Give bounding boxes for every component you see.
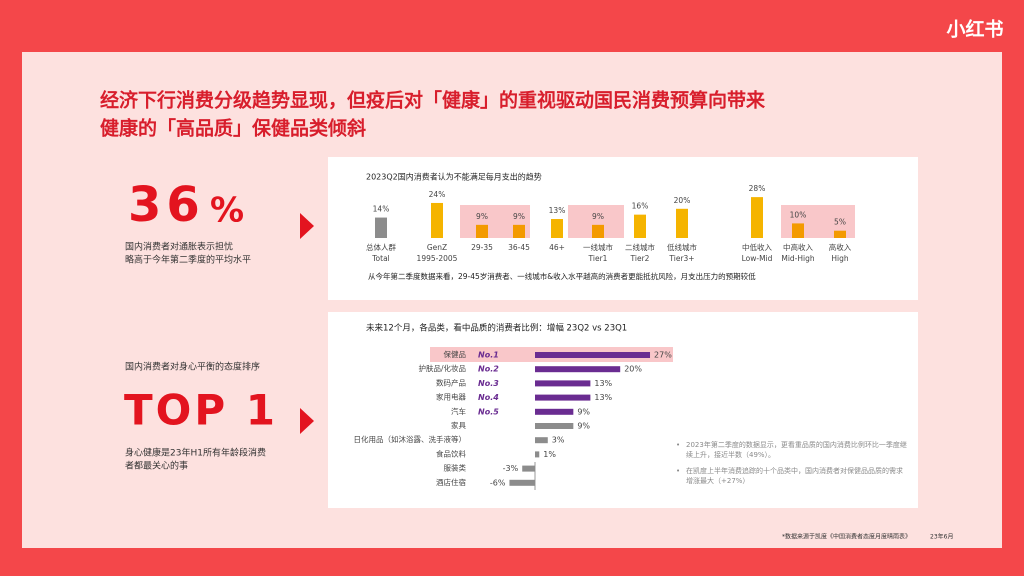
value-label: -6% (490, 478, 506, 487)
category-label: 中高收入 (783, 242, 813, 252)
category-sublabel: Tier1 (588, 254, 608, 263)
category-label: 服装类 (444, 463, 467, 473)
value-label: 13% (549, 206, 566, 215)
bar (535, 408, 574, 415)
top-caption: 身心健康是23年H1所有年龄段消费 (125, 447, 266, 459)
value-label: 5% (834, 218, 846, 227)
rank-label: No.5 (478, 407, 499, 416)
category-label: 46+ (549, 243, 565, 252)
category-label: 中低收入 (742, 242, 772, 252)
title: 健康的「高品质」保健品类倾斜 (100, 117, 366, 140)
bar (834, 230, 846, 238)
value-label: 9% (592, 212, 604, 221)
bar (551, 219, 563, 238)
stat-caption: 国内消费者对通胀表示担忧 (125, 241, 233, 253)
top-caption: 者都最关心的事 (125, 460, 188, 472)
category-sublabel: Mid-High (781, 254, 815, 263)
category-label: 食品饮料 (436, 448, 466, 458)
rank-label: No.3 (478, 379, 499, 388)
value-label: 13% (594, 393, 612, 402)
category-label: 一线城市 (583, 242, 613, 252)
category-label: 高收入 (829, 242, 852, 252)
bar (535, 366, 621, 373)
category-sublabel: Tier2 (630, 254, 650, 263)
category-label: 护肤品/化妆品 (418, 363, 466, 373)
bar (535, 423, 574, 429)
category-sublabel: Tier3+ (668, 254, 694, 263)
arrow (300, 213, 314, 239)
chart-note: 从今年第二季度数据来看，29-45岁消费者、一线城市&收入水平越高的消费者更能抵… (368, 271, 756, 281)
value-label: 3% (552, 436, 565, 445)
category-sublabel: Total (371, 254, 390, 263)
value-label: 1% (543, 450, 556, 459)
category-label: 总体人群 (366, 242, 396, 252)
title: 经济下行消费分级趋势显现，但疫后对「健康」的重视驱动国民消费预算向带来 (100, 89, 765, 112)
bar (751, 197, 763, 238)
category-label: 酒店住宿 (436, 477, 466, 487)
bar (513, 224, 525, 238)
chart-title: 未来12个月，各品类，看中品质的消费者比例：增幅 23Q2 vs 23Q1 (366, 323, 627, 334)
arrow (300, 408, 314, 434)
bar (509, 479, 535, 486)
category-label: 家具 (451, 420, 466, 430)
value-label: 20% (624, 365, 642, 374)
category-label: 汽车 (451, 406, 466, 416)
category-label: 29-35 (471, 243, 493, 252)
category-sublabel: 1995-2005 (417, 254, 458, 263)
value-label: 27% (654, 351, 672, 360)
category-sublabel: Low-Mid (742, 254, 773, 263)
category-label: 低线城市 (667, 242, 697, 252)
bar (634, 214, 646, 238)
logo: 小红书 (946, 18, 1003, 41)
top-label: TOP 1 (124, 386, 278, 435)
bar (535, 394, 591, 401)
bar (792, 223, 804, 238)
footnote-date: 23年6月 (930, 533, 953, 541)
chart-title: 2023Q2国内消费者认为不能满足每月支出的趋势 (366, 172, 542, 182)
category-sublabel: High (831, 254, 848, 263)
bar (535, 451, 540, 458)
category-label: 家用电器 (436, 392, 466, 402)
category-label: GenZ (427, 243, 447, 252)
bar (476, 224, 488, 238)
rank-label: No.2 (478, 365, 499, 374)
bar (592, 224, 604, 238)
bar (375, 217, 387, 238)
bar (431, 202, 443, 238)
rank-label: No.4 (478, 393, 499, 402)
value-label: 14% (373, 205, 390, 214)
value-label: 9% (577, 422, 590, 431)
note: 2023年第二季度的数据显示，更看重品质的国内消费比例环比一季度继续上升，接近半… (676, 440, 908, 460)
bar (522, 465, 535, 472)
category-label: 二线城市 (625, 242, 655, 252)
value-label: 28% (749, 184, 766, 193)
value-label: 10% (790, 210, 807, 219)
value-label: 9% (476, 212, 488, 221)
value-label: 20% (674, 196, 691, 205)
bar (535, 352, 651, 358)
value-label: 24% (429, 190, 446, 199)
category-label: 数码产品 (436, 377, 466, 387)
bar (535, 380, 591, 387)
top-heading: 国内消费者对身心平衡的态度排序 (125, 361, 260, 373)
note: 在凯度上半年消费追踪的十个品类中，国内消费者对保健品品质的需求增涨最大（+27%… (676, 466, 908, 486)
category-label: 36-45 (508, 243, 530, 252)
value-label: 16% (632, 202, 649, 211)
stat-unit: % (210, 191, 244, 231)
category-label: 日化用品（如沐浴露、洗手液等） (354, 434, 467, 444)
value-label: -3% (503, 464, 519, 473)
value-label: 9% (513, 212, 525, 221)
bar (535, 437, 548, 444)
stat-number: 36 (128, 177, 205, 233)
bar (676, 208, 688, 238)
value-label: 9% (577, 407, 590, 416)
category-label: 保健品 (444, 349, 467, 359)
stat-caption: 略高于今年第二季度的平均水平 (125, 254, 251, 266)
value-label: 13% (594, 379, 612, 388)
footnote-source: *数据来源于凯度《中国消费者态度月度晴雨表》 (782, 533, 911, 541)
notes: 2023年第二季度的数据显示，更看重品质的国内消费比例环比一季度继续上升，接近半… (676, 440, 908, 492)
rank-label: No.1 (478, 351, 499, 360)
